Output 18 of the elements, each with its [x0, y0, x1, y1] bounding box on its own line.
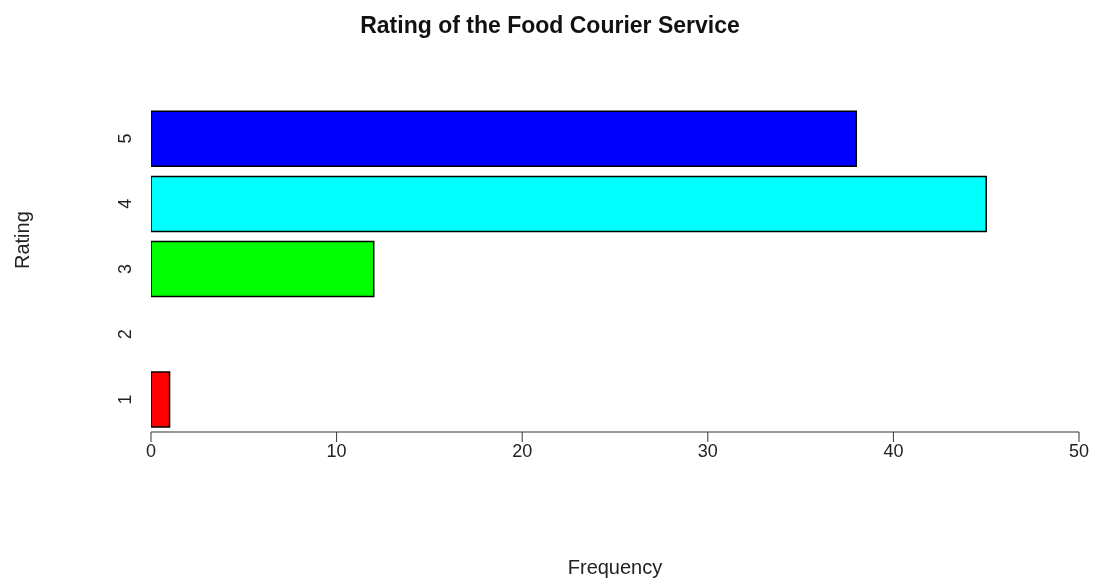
y-tick-label: 2	[115, 329, 135, 340]
x-tick-label: 20	[512, 440, 533, 461]
bar	[151, 371, 171, 428]
bar	[151, 110, 858, 167]
y-tick-label: 3	[115, 263, 135, 275]
x-tick-label: 0	[145, 440, 157, 461]
x-tick-label: 50	[1068, 440, 1090, 461]
bar	[151, 175, 987, 233]
chart-title: Rating of the Food Courier Service	[359, 12, 741, 39]
y-tick-label: 4	[115, 198, 135, 209]
y-tick-label: 1	[115, 394, 135, 405]
y-tick-label: 5	[115, 133, 135, 144]
y-axis-title: Rating	[11, 211, 34, 269]
x-tick-label: 40	[883, 440, 904, 461]
x-tick-label: 30	[697, 440, 718, 461]
x-axis-title: Frequency	[567, 556, 663, 578]
x-tick-label: 10	[326, 440, 347, 461]
bar	[151, 240, 375, 298]
